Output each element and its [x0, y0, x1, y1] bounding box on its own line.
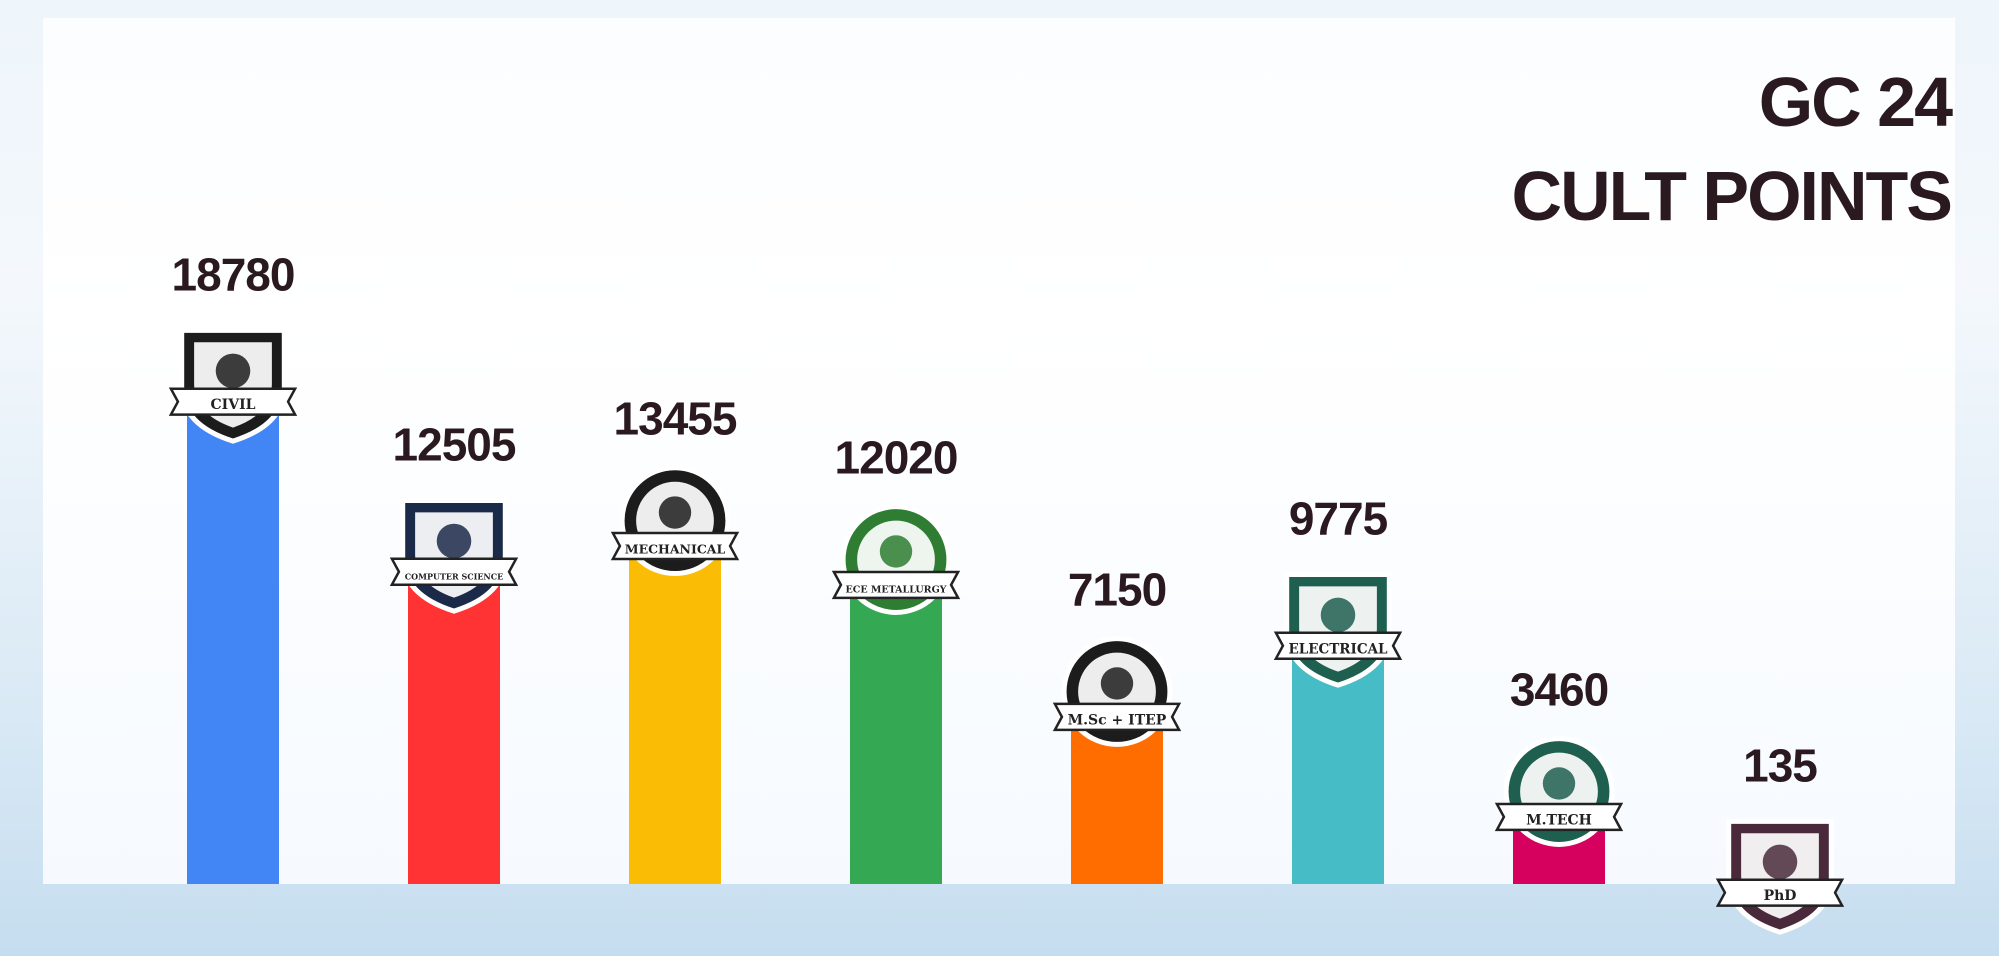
- category-label-m-tech: M.TECH: [1526, 812, 1592, 828]
- title-line-2: CULT POINTS: [1511, 157, 1953, 235]
- category-label-phd: PhD: [1764, 888, 1797, 904]
- badge-mechanical-icon: [610, 465, 740, 577]
- category-label-electrical: ELECTRICAL: [1288, 641, 1388, 657]
- badge-civil-icon: [168, 327, 298, 444]
- chart-panel: [43, 18, 1955, 884]
- chart-title: GC 24 CULT POINTS: [1511, 62, 1953, 236]
- category-label-civil: CIVIL: [211, 397, 256, 413]
- badge-m-sc-itep-icon: [1052, 636, 1182, 747]
- value-label-mechanical: 13455: [614, 393, 737, 445]
- value-label-civil: 18780: [172, 248, 295, 300]
- category-label-computer-science: COMPUTER SCIENCE: [405, 571, 503, 581]
- title-line-1: GC 24: [1758, 63, 1953, 141]
- category-label-mechanical: MECHANICAL: [625, 542, 726, 557]
- bar-mechanical: [629, 519, 721, 884]
- badge-electrical-icon: [1273, 571, 1403, 688]
- bar-civil: [187, 375, 279, 884]
- category-label-m-sc-itep: M.Sc + ITEP: [1068, 712, 1167, 728]
- category-label-ece-metallurgy: ECE METALLURGY: [846, 584, 947, 595]
- badge-phd-icon: [1715, 818, 1845, 935]
- value-label-m-tech: 3460: [1510, 664, 1608, 716]
- badge-computer-science-icon: [389, 497, 519, 614]
- value-label-phd: 135: [1743, 739, 1817, 791]
- value-label-computer-science: 12505: [393, 418, 516, 470]
- value-label-electrical: 9775: [1289, 492, 1388, 544]
- value-label-ece-metallurgy: 12020: [835, 432, 958, 484]
- value-label-m-sc-itep: 7150: [1068, 564, 1166, 616]
- badge-ece-metallurgy-icon: [831, 504, 961, 615]
- badge-m-tech-icon: [1494, 736, 1624, 847]
